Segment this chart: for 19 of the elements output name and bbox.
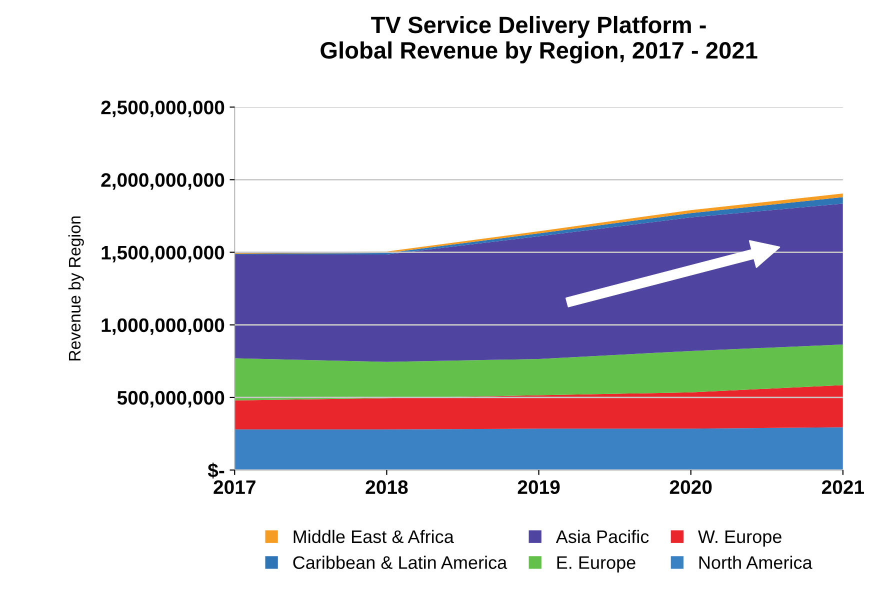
y-tick-label: 1,500,000,000	[102, 246, 224, 262]
x-tick-label: 2020	[670, 480, 712, 494]
x-tick-label: 2018	[366, 480, 408, 494]
legend-label: W. Europe	[698, 530, 782, 547]
y-tick-label: 1,000,000,000	[102, 318, 224, 335]
legend-label: E. Europe	[557, 556, 636, 573]
y-tick-label: 2,000,000,000	[101, 173, 224, 190]
chart-title: TV Service Delivery Platform - Global Revenue by Region, 2017 - 2021	[320, 16, 758, 64]
legend-label: Caribbean & Latin America	[293, 556, 508, 569]
legend-label: Asia Pacific	[556, 530, 649, 544]
y-tick-label: 2,500,000,000	[101, 100, 224, 118]
legend-label: North America	[699, 556, 812, 569]
y-tick-label: 500,000,000	[117, 390, 224, 408]
y-tick-label: $-	[208, 462, 224, 479]
x-tick-label: 2017	[214, 480, 256, 494]
x-tick-label: 2021	[822, 480, 864, 494]
legend-label: Middle East & Africa	[294, 530, 454, 544]
y-axis-title: Revenue by Region	[68, 216, 84, 360]
x-tick-label: 2019	[518, 480, 560, 494]
